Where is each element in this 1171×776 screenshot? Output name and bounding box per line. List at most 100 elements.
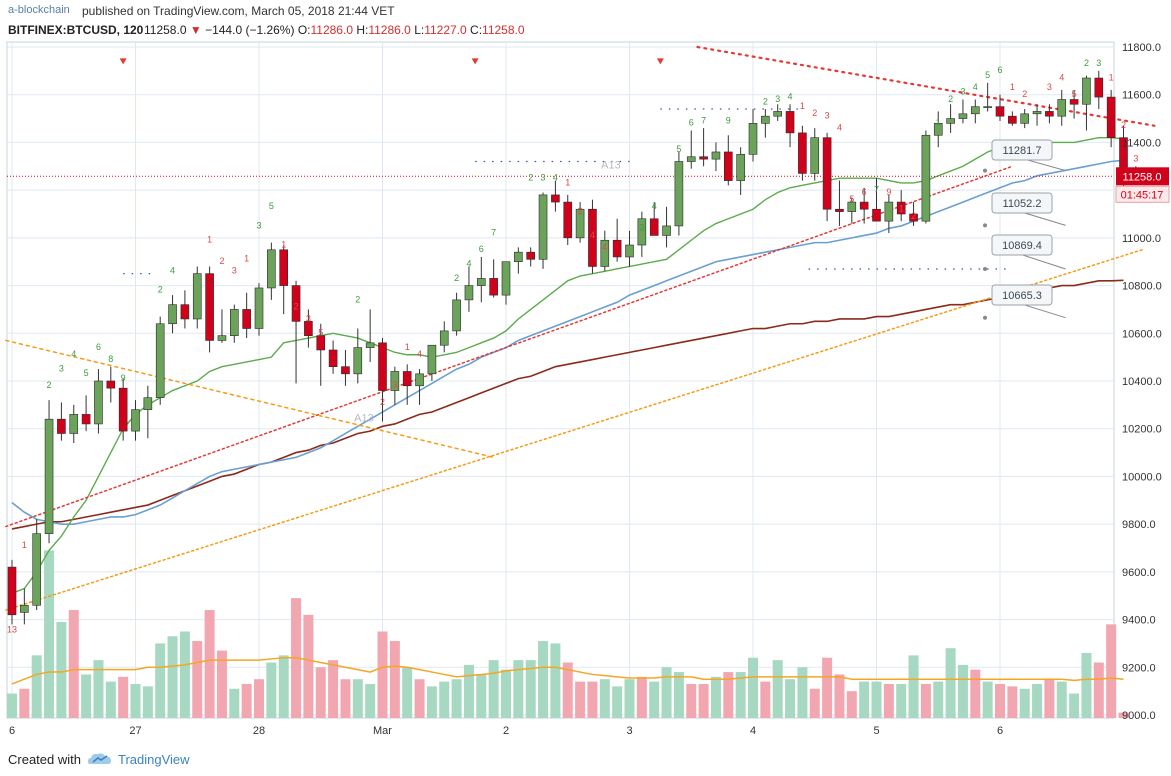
volume-bar bbox=[772, 660, 783, 718]
td-count-label: 2 bbox=[1022, 89, 1027, 99]
candle bbox=[835, 208, 844, 212]
candle bbox=[1082, 77, 1091, 105]
td-count-label: 1 bbox=[22, 540, 27, 550]
volume-bar bbox=[735, 672, 746, 718]
td-count-label: 2 bbox=[454, 273, 459, 283]
td-count-label: 4 bbox=[652, 201, 657, 211]
volume-bar bbox=[340, 679, 351, 718]
volume-bar bbox=[649, 681, 660, 718]
candle bbox=[1032, 111, 1042, 115]
candle bbox=[304, 321, 313, 336]
close-value: 11258.0 bbox=[482, 23, 525, 37]
candle bbox=[476, 278, 486, 286]
td-count-label: 5 bbox=[84, 368, 89, 378]
volume-bar bbox=[550, 643, 561, 718]
volume-bar bbox=[995, 683, 1005, 718]
x-axis-tick-label: 3 bbox=[626, 725, 632, 737]
td-count-label: 2 bbox=[1084, 58, 1089, 68]
candle bbox=[711, 151, 721, 160]
volume-bar bbox=[785, 679, 796, 718]
td-count-label: 1 bbox=[936, 118, 941, 128]
td-count-label: 3 bbox=[960, 87, 965, 97]
candle bbox=[427, 344, 437, 375]
td-count-label: 6 bbox=[689, 118, 694, 128]
candle bbox=[1069, 99, 1079, 105]
volume-bar bbox=[624, 679, 635, 718]
candle bbox=[995, 106, 1005, 117]
volume-bar bbox=[439, 681, 450, 718]
td-count-label: 2 bbox=[380, 397, 385, 407]
x-axis-tick-label: 6 bbox=[9, 725, 15, 737]
volume-bar bbox=[933, 681, 944, 718]
y-axis-tick-label: 9800.0 bbox=[1122, 519, 1156, 531]
td-count-label: 2 bbox=[47, 380, 52, 390]
tradingview-link[interactable]: TradingView bbox=[118, 752, 190, 767]
volume-bar bbox=[56, 621, 67, 718]
volume-bar bbox=[81, 674, 92, 718]
candle bbox=[884, 201, 894, 222]
td-count-label: 3 bbox=[232, 266, 237, 276]
volume-bar bbox=[1019, 688, 1030, 718]
volume-bar bbox=[661, 667, 672, 718]
td-count-label: 4 bbox=[590, 230, 595, 240]
td-count-label: 2 bbox=[812, 108, 817, 118]
td-count-label: 1 bbox=[565, 177, 570, 187]
td-count-label: 6 bbox=[479, 244, 484, 254]
td-count-label: 6 bbox=[96, 342, 101, 352]
volume-bar bbox=[575, 681, 586, 718]
faint-label: A13 bbox=[354, 413, 374, 425]
volume-bar bbox=[1118, 712, 1129, 718]
td-count-label: 1 bbox=[800, 101, 805, 111]
volume-bar bbox=[451, 679, 462, 718]
candle bbox=[69, 414, 79, 434]
td-count-label: 3 bbox=[541, 173, 546, 183]
td-count-label: 5 bbox=[985, 70, 990, 80]
td-count-label: 2 bbox=[219, 256, 224, 266]
volume-bar bbox=[1069, 693, 1080, 718]
td-count-label: 4 bbox=[1059, 72, 1064, 82]
td-count-label: 4 bbox=[837, 123, 842, 133]
candle bbox=[674, 161, 684, 227]
volume-bar bbox=[538, 641, 549, 718]
td-count-label: 3 bbox=[59, 363, 64, 373]
candle bbox=[155, 323, 165, 399]
volume-bar bbox=[859, 681, 870, 718]
author-name[interactable]: a-blockchain bbox=[8, 4, 70, 16]
close-label: C: bbox=[470, 23, 483, 37]
volume-bar bbox=[525, 660, 536, 718]
candle bbox=[390, 371, 400, 391]
volume-bar bbox=[254, 679, 264, 718]
volume-bar bbox=[797, 667, 808, 718]
candle bbox=[106, 380, 116, 389]
plot-area bbox=[6, 41, 1115, 719]
last-price-badge bbox=[1116, 167, 1169, 186]
candle bbox=[649, 218, 659, 236]
candle bbox=[489, 278, 498, 296]
candle bbox=[1020, 113, 1030, 124]
y-axis-tick-label: 9200.0 bbox=[1122, 662, 1156, 674]
trendline-support-red bbox=[5, 165, 1014, 528]
td-count-label: 4 bbox=[973, 82, 978, 92]
td-count-label: 4 bbox=[417, 349, 422, 359]
td-count-label: 5 bbox=[269, 201, 274, 211]
volume-bar bbox=[760, 681, 771, 718]
volume-bar bbox=[748, 657, 758, 718]
ohlc-legend: 11258.0 ▼ −144.0 (−1.26%) O:11286.0 H:11… bbox=[144, 23, 525, 37]
td-count-label: 4 bbox=[553, 173, 558, 183]
volume-bar bbox=[822, 657, 833, 718]
candle bbox=[1045, 111, 1054, 117]
td-count-label: 9 bbox=[726, 115, 731, 125]
candle bbox=[736, 154, 745, 181]
candle bbox=[859, 201, 869, 210]
volume-bar bbox=[155, 643, 166, 718]
td-count-label: 5 bbox=[318, 328, 323, 338]
volume-bar bbox=[44, 550, 55, 718]
candle bbox=[57, 418, 66, 434]
symbol-title[interactable]: BITFINEX:BTCUSD, 120 bbox=[8, 23, 144, 37]
candle bbox=[378, 342, 387, 391]
price-callout-label: 11052.2 bbox=[1003, 198, 1042, 210]
volume-bar bbox=[142, 686, 153, 718]
volume-bar bbox=[970, 669, 981, 718]
td-count-label: 2 bbox=[528, 173, 533, 183]
